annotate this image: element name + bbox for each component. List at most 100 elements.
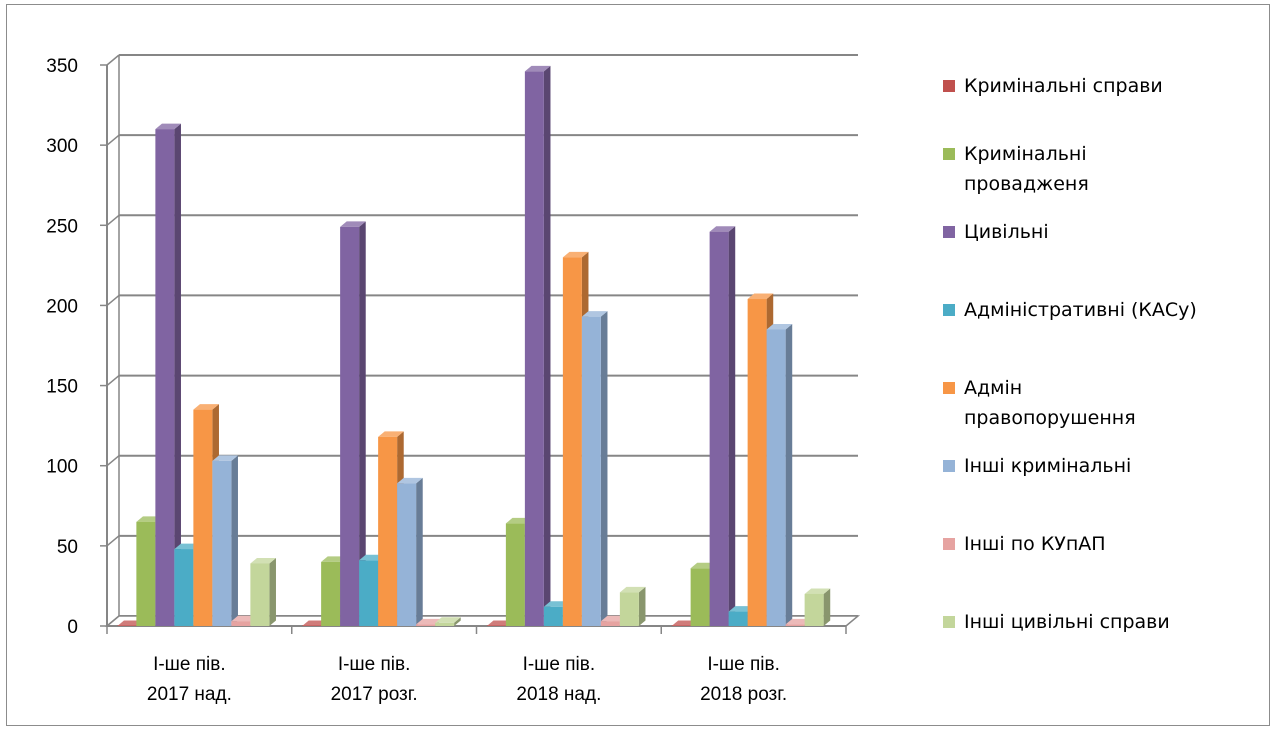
bar-top-4-1 xyxy=(378,431,404,437)
bar-side-7-0 xyxy=(269,557,276,626)
bar-side-2-2 xyxy=(543,65,551,626)
bar-0-1 xyxy=(302,625,322,626)
bar-1-0 xyxy=(136,521,156,626)
bar-3-0 xyxy=(174,549,194,626)
bar-6-2 xyxy=(600,621,620,626)
bar-4-2 xyxy=(562,257,582,626)
bar-top-7-1 xyxy=(435,617,461,623)
bar-side-2-0 xyxy=(174,123,181,626)
bar-5-0 xyxy=(212,460,232,626)
bar-2-0 xyxy=(155,129,175,626)
bar-1-2 xyxy=(505,523,525,626)
legend-label-4-0: Адмін xyxy=(964,377,1022,399)
side-gridline-50 xyxy=(106,535,120,547)
bar-6-3 xyxy=(785,624,805,626)
legend-label-2-0: Цивільні xyxy=(964,221,1049,243)
legend-swatch-4 xyxy=(943,382,955,394)
x-tick-label-1-1: 2017 розг. xyxy=(331,684,418,705)
bar-top-4-3 xyxy=(747,293,774,300)
bar-side-2-3 xyxy=(728,226,736,626)
bar-top-7-0 xyxy=(250,557,276,564)
bar-side-2-1 xyxy=(359,221,366,627)
bar-top-2-3 xyxy=(709,226,736,232)
bar-top-5-0 xyxy=(212,455,238,461)
y-tick-label-50: 50 xyxy=(57,537,78,558)
x-tick-label-0-0: І-ше пів. xyxy=(153,654,226,675)
x-tick-label-2-1: 2018 над. xyxy=(516,684,601,705)
side-gridline-250 xyxy=(106,214,120,226)
x-tick-label-2-0: І-ше пів. xyxy=(523,654,596,675)
legend-label-3-0: Адміністративні (КАСу) xyxy=(964,299,1197,321)
bar-5-2 xyxy=(581,316,601,626)
bar-top-7-2 xyxy=(619,586,646,593)
bar-top-7-3 xyxy=(804,588,831,594)
legend-label-1-0: Кримінальні xyxy=(964,143,1087,165)
bar-7-1 xyxy=(435,622,455,626)
x-tick-label-3-0: І-ше пів. xyxy=(707,654,780,675)
legend-label-5-0: Інші кримінальні xyxy=(964,455,1131,477)
bar-7-3 xyxy=(804,593,824,626)
bar-5-1 xyxy=(397,483,417,626)
legend-label-1-1: провадженя xyxy=(964,173,1089,195)
side-gridline-100 xyxy=(106,455,120,467)
legend-swatch-3 xyxy=(943,304,955,316)
legend-swatch-7 xyxy=(943,616,955,628)
legend-label-4-1: правопорушення xyxy=(964,407,1136,429)
bar-side-5-1 xyxy=(416,477,423,626)
bar-0-0 xyxy=(117,625,137,626)
bar-4-1 xyxy=(378,436,398,626)
x-tick-label-1-0: І-ше пів. xyxy=(338,654,411,675)
x-tick-label-0-1: 2017 над. xyxy=(147,684,232,705)
legend-swatch-5 xyxy=(943,460,955,472)
bar-7-0 xyxy=(250,563,270,626)
bar-7-2 xyxy=(619,592,639,626)
legend-swatch-2 xyxy=(943,226,955,238)
bar-side-7-2 xyxy=(638,586,646,626)
legend-label-0-0: Кримінальні справи xyxy=(964,75,1163,97)
bar-3-2 xyxy=(543,606,563,626)
bar-top-5-3 xyxy=(766,323,793,330)
bar-2-3 xyxy=(709,231,729,626)
legend-swatch-1 xyxy=(943,148,955,160)
y-tick-label-150: 150 xyxy=(46,377,78,398)
y-tick-label-300: 300 xyxy=(46,136,78,157)
legend-label-6-0: Інші по КУпАП xyxy=(964,533,1106,555)
y-tick-label-200: 200 xyxy=(46,296,78,317)
bar-2-1 xyxy=(340,226,360,627)
bar-top-2-0 xyxy=(155,123,181,130)
bar-side-5-3 xyxy=(785,323,793,626)
bar-6-1 xyxy=(416,624,436,626)
bar-side-5-2 xyxy=(600,311,608,626)
bar-top-5-2 xyxy=(581,311,608,317)
bar-top-5-1 xyxy=(397,477,423,484)
side-gridline-350 xyxy=(106,54,120,66)
bar-1-1 xyxy=(321,561,341,626)
bar-4-0 xyxy=(193,409,213,626)
bar-0-3 xyxy=(671,625,691,626)
y-tick-label-350: 350 xyxy=(46,56,78,77)
y-tick-label-0: 0 xyxy=(67,617,78,638)
bar-side-7-3 xyxy=(823,588,831,626)
bar-2-2 xyxy=(524,71,544,626)
bar-top-2-2 xyxy=(524,65,551,72)
bar-top-4-0 xyxy=(193,404,219,410)
legend-swatch-0 xyxy=(943,80,955,92)
bar-6-0 xyxy=(231,621,251,626)
bar-4-3 xyxy=(747,299,767,626)
bar-top-4-2 xyxy=(562,251,589,258)
legend-label-7-0: Інші цивільні справи xyxy=(964,611,1170,633)
bar-side-5-0 xyxy=(231,455,238,626)
y-tick-label-100: 100 xyxy=(46,457,78,478)
side-gridline-150 xyxy=(106,374,120,387)
bar-side-7-1 xyxy=(454,617,461,626)
bar-top-2-1 xyxy=(340,221,366,227)
bar-0-2 xyxy=(486,625,506,626)
side-gridline-300 xyxy=(106,134,120,146)
bar-3-3 xyxy=(728,611,748,626)
side-gridline-200 xyxy=(106,294,120,307)
x-tick-label-3-1: 2018 розг. xyxy=(700,684,787,705)
bar-5-3 xyxy=(766,329,786,626)
bar-3-1 xyxy=(359,560,379,626)
y-tick-label-250: 250 xyxy=(46,216,78,237)
